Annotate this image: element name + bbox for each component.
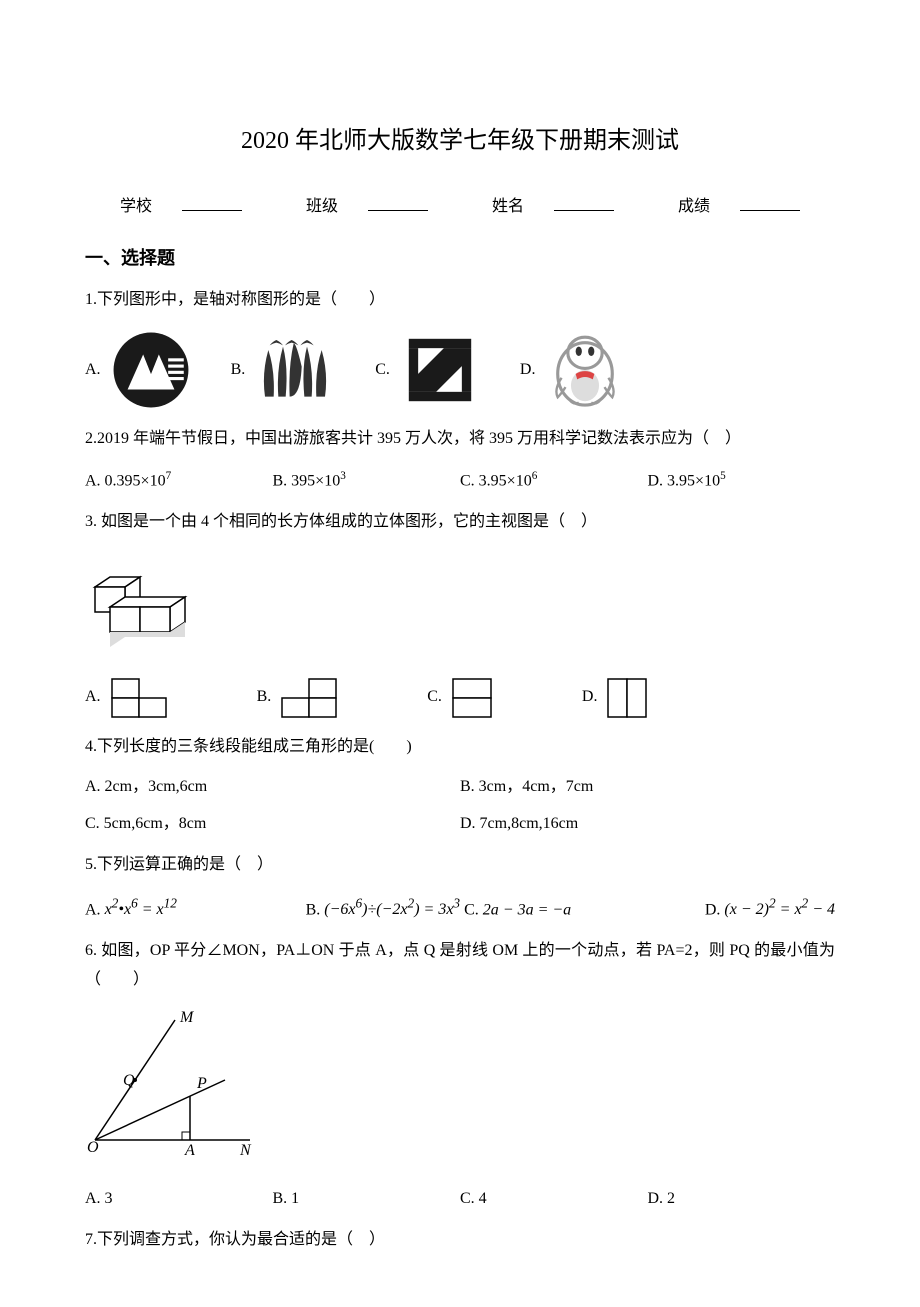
- option-label: C.: [427, 683, 442, 712]
- q1-option-c: C.: [375, 330, 480, 410]
- school-label: 学校: [105, 198, 257, 215]
- option-label: D.: [582, 683, 598, 712]
- q6-options: A. 3 B. 1 C. 4 D. 2: [85, 1185, 835, 1214]
- svg-text:A: A: [184, 1142, 195, 1159]
- q3-option-a: A.: [85, 678, 167, 718]
- q6-option-a: A. 3: [85, 1185, 273, 1214]
- view-icon: [607, 678, 647, 718]
- question-6: 6. 如图，OP 平分∠MON，PA⊥ON 于点 A，点 Q 是射线 OM 上的…: [85, 937, 835, 995]
- page-title: 2020 年北师大版数学七年级下册期末测试: [85, 120, 835, 163]
- logo-icon-c: [400, 330, 480, 410]
- q6-option-d: D. 2: [648, 1185, 836, 1214]
- q5-option-b: B. (−6x6)÷(−2x2) = 3x3 C. 2a − 3a = −a: [306, 892, 615, 925]
- q4-options-row2: C. 5cm,6cm，8cm D. 7cm,8cm,16cm: [85, 810, 835, 839]
- option-label: D.: [520, 356, 536, 385]
- q6-diagram: O M N A P Q: [85, 1010, 835, 1171]
- svg-text:N: N: [239, 1142, 252, 1159]
- q3-diagram: [85, 552, 835, 663]
- name-label: 姓名: [477, 198, 629, 215]
- question-1: 1.下列图形中，是轴对称图形的是（ ）: [85, 286, 835, 315]
- q5-option-a: A. x2•x6 = x12: [85, 892, 306, 925]
- q6-option-c: C. 4: [460, 1185, 648, 1214]
- svg-text:P: P: [196, 1075, 207, 1092]
- q3-options: A. B. C. D.: [85, 678, 835, 718]
- q4-options-row1: A. 2cm，3cm,6cm B. 3cm，4cm，7cm: [85, 773, 835, 802]
- q1-options: A. B.: [85, 330, 835, 410]
- q4-option-c: C. 5cm,6cm，8cm: [85, 810, 460, 839]
- q5-options: A. x2•x6 = x12 B. (−6x6)÷(−2x2) = 3x3 C.…: [85, 892, 835, 925]
- question-4: 4.下列长度的三条线段能组成三角形的是( ): [85, 733, 835, 762]
- logo-icon-b: [255, 330, 335, 410]
- student-info-line: 学校 班级 姓名 成绩: [85, 193, 835, 222]
- view-icon: [452, 678, 492, 718]
- view-icon: [281, 678, 337, 718]
- q4-option-d: D. 7cm,8cm,16cm: [460, 810, 835, 839]
- q2-option-a: A. 0.395×107: [85, 466, 273, 496]
- question-3: 3. 如图是一个由 4 个相同的长方体组成的立体图形，它的主视图是（ ）: [85, 508, 835, 537]
- view-icon: [111, 678, 167, 718]
- question-2: 2.2019 年端午节假日，中国出游旅客共计 395 万人次，将 395 万用科…: [85, 425, 835, 454]
- q2-option-c: C. 3.95×106: [460, 466, 648, 496]
- q1-option-a: A.: [85, 330, 191, 410]
- q5-option-d: D. (x − 2)2 = x2 − 4: [614, 892, 835, 925]
- q2-option-b: B. 395×103: [273, 466, 461, 496]
- q3-option-b: B.: [257, 678, 338, 718]
- option-label: C.: [375, 356, 390, 385]
- q2-options: A. 0.395×107 B. 395×103 C. 3.95×106 D. 3…: [85, 466, 835, 496]
- q4-option-a: A. 2cm，3cm,6cm: [85, 773, 460, 802]
- question-5: 5.下列运算正确的是（ ）: [85, 851, 835, 880]
- q3-option-c: C.: [427, 678, 492, 718]
- q2-option-d: D. 3.95×105: [648, 466, 836, 496]
- option-label: B.: [231, 356, 246, 385]
- q3-option-d: D.: [582, 678, 648, 718]
- q4-option-b: B. 3cm，4cm，7cm: [460, 773, 835, 802]
- q1-option-d: D.: [520, 330, 626, 410]
- svg-text:O: O: [87, 1139, 99, 1156]
- option-label: B.: [257, 683, 272, 712]
- option-label: A.: [85, 356, 101, 385]
- svg-text:M: M: [179, 1010, 195, 1026]
- logo-icon-a: [111, 330, 191, 410]
- option-label: A.: [85, 683, 101, 712]
- class-label: 班级: [291, 198, 443, 215]
- q6-option-b: B. 1: [273, 1185, 461, 1214]
- section-header: 一、选择题: [85, 242, 835, 274]
- score-label: 成绩: [663, 198, 815, 215]
- q1-option-b: B.: [231, 330, 336, 410]
- question-7: 7.下列调查方式，你认为最合适的是（ ）: [85, 1226, 835, 1255]
- logo-icon-d: [545, 330, 625, 410]
